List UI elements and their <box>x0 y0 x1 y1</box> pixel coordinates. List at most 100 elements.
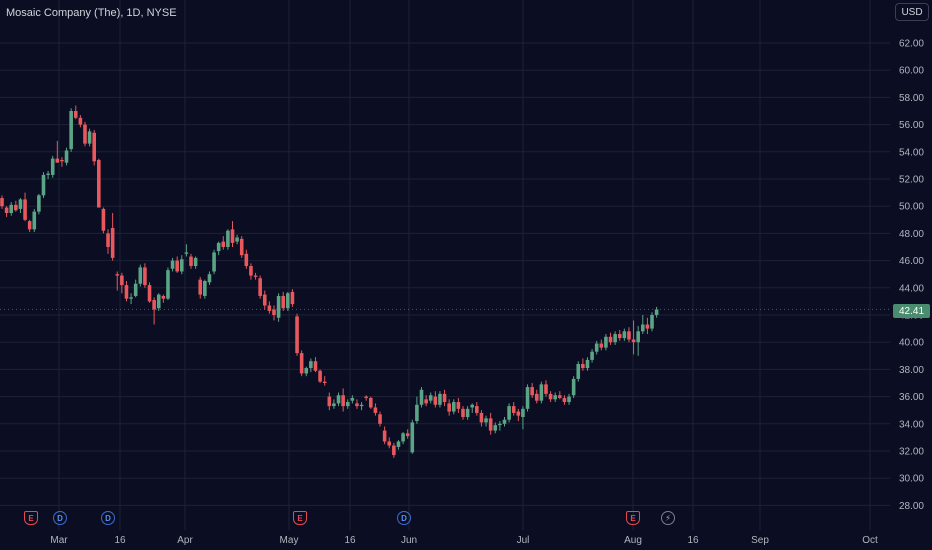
candle-body <box>115 274 120 276</box>
candle <box>92 130 96 166</box>
candle-body <box>645 324 650 329</box>
candle-body <box>484 418 488 423</box>
candle <box>124 281 129 302</box>
candle-body <box>336 395 341 404</box>
candle <box>304 366 309 377</box>
candle <box>581 358 585 371</box>
candle-body <box>654 309 659 315</box>
candle <box>521 406 525 430</box>
earnings-icon[interactable]: E <box>24 511 38 525</box>
candle-body <box>415 404 419 422</box>
candle-body <box>428 395 433 401</box>
candle-body <box>23 199 27 220</box>
candle <box>258 275 262 299</box>
candle <box>451 399 456 415</box>
time-axis[interactable]: Mar 16 Apr May 16 Jun Jul Aug 16 Sep Oct <box>50 535 878 546</box>
candle-body <box>253 275 258 277</box>
candle-body <box>511 406 516 413</box>
candle <box>571 376 576 398</box>
candle <box>470 403 475 413</box>
candle <box>239 236 244 258</box>
candle <box>322 376 327 386</box>
candle-body <box>276 295 281 318</box>
candle <box>193 256 198 269</box>
x-tick-label: 16 <box>687 535 699 546</box>
chart-title: Mosaic Company (The), 1D, NYSE <box>6 7 177 19</box>
candle <box>585 357 590 371</box>
candle <box>262 290 267 310</box>
candle <box>309 358 313 373</box>
candle-body <box>120 275 124 286</box>
candle <box>617 329 622 341</box>
candle-body <box>147 285 152 302</box>
candle <box>170 257 175 272</box>
candle-body <box>309 361 313 369</box>
candle-body <box>156 294 161 309</box>
candle <box>553 392 557 403</box>
earnings-icon[interactable]: E <box>293 511 307 525</box>
candle-body <box>604 336 608 348</box>
candle <box>405 429 410 439</box>
candle-body <box>327 396 332 407</box>
y-tick-label: 44.00 <box>899 283 924 294</box>
candle-body <box>378 414 382 424</box>
y-tick-label: 54.00 <box>899 147 924 158</box>
candle <box>507 403 511 423</box>
candle <box>216 241 221 256</box>
candle-body <box>161 295 166 299</box>
candle <box>235 234 239 245</box>
candle-body <box>318 370 322 382</box>
y-tick-label: 60.00 <box>899 66 924 77</box>
candle-body <box>295 316 299 354</box>
candle <box>369 396 373 409</box>
candle-body <box>170 260 175 269</box>
candle-body <box>46 173 50 175</box>
candle-body <box>322 381 327 383</box>
candle <box>627 327 631 343</box>
dividend-icon[interactable]: D <box>53 511 67 525</box>
x-tick-label: Jul <box>517 535 530 546</box>
candle <box>133 279 138 298</box>
lightning-icon[interactable]: ⚡ <box>661 511 675 525</box>
dividend-icon[interactable]: D <box>101 511 115 525</box>
earnings-icon[interactable]: E <box>626 511 640 525</box>
dividend-icon[interactable]: D <box>397 511 411 525</box>
candle-body <box>341 395 345 407</box>
candle <box>332 399 336 409</box>
candle-body <box>0 198 4 207</box>
y-tick-label: 38.00 <box>899 365 924 376</box>
candle <box>9 202 14 216</box>
candle <box>654 306 659 318</box>
x-tick-label: May <box>280 535 299 546</box>
candle <box>401 431 405 445</box>
candle <box>498 421 502 431</box>
candle <box>203 279 207 299</box>
candle <box>198 276 203 299</box>
y-tick-label: 50.00 <box>899 202 924 213</box>
candle-body <box>590 351 594 360</box>
candle-body <box>650 315 654 329</box>
candle <box>428 392 433 404</box>
candle <box>313 357 318 373</box>
candle-body <box>184 252 189 254</box>
candle-body <box>332 403 336 407</box>
candle <box>548 391 553 403</box>
candle-body <box>239 238 244 256</box>
candle-body <box>101 208 106 231</box>
candle <box>387 437 392 449</box>
candle <box>465 406 470 420</box>
currency-button[interactable]: USD <box>895 3 929 21</box>
candle <box>608 332 613 345</box>
candle-body <box>37 195 41 212</box>
candle-body <box>272 309 276 315</box>
candle-body <box>78 117 83 125</box>
candle <box>613 331 617 345</box>
candle <box>184 244 189 257</box>
candle-body <box>608 336 613 343</box>
candle-body <box>106 233 110 247</box>
candle-body <box>286 293 290 309</box>
y-tick-label: 52.00 <box>899 175 924 186</box>
price-axis[interactable]: 28.0030.0032.0034.0036.0038.0040.0042.00… <box>899 39 924 512</box>
candle-body <box>4 207 9 213</box>
